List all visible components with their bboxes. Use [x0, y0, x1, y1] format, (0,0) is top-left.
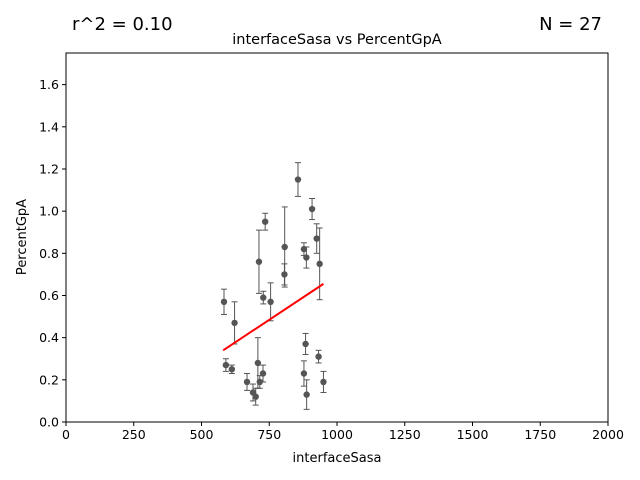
- x-axis-label: interfaceSasa: [293, 451, 382, 466]
- y-tick-label: 1.4: [39, 119, 59, 134]
- x-tick-label: 750: [257, 427, 281, 442]
- data-point: [260, 294, 267, 301]
- fit-line-group: [222, 283, 325, 352]
- data-point: [313, 235, 320, 242]
- y-tick-label: 0.6: [39, 288, 59, 303]
- data-point: [308, 205, 316, 213]
- data-point: [320, 378, 327, 386]
- data-point: [222, 361, 230, 369]
- y-axis-label: PercentGpA: [15, 199, 30, 275]
- data-point: [302, 340, 309, 348]
- data-point: [303, 254, 310, 261]
- data-point: [259, 370, 267, 377]
- axes: 0 250 500 750 1000 1250 1500 1750 2000 0.0 0.2 0.4 0…: [39, 77, 624, 442]
- data-point: [231, 319, 238, 327]
- regression-line: [222, 283, 325, 352]
- data-point: [303, 391, 310, 398]
- y-tick-label: 1.6: [39, 77, 59, 92]
- data-point: [267, 298, 274, 306]
- x-tick-label: 1250: [389, 427, 421, 442]
- x-tick-label: 2000: [592, 427, 624, 442]
- y-tick-label: 0.4: [39, 330, 59, 345]
- data-point: [243, 378, 251, 386]
- y-tick-label: 0.8: [39, 246, 59, 261]
- x-tick-label: 0: [62, 427, 70, 442]
- data-point: [294, 176, 302, 183]
- x-tick-label: 1000: [321, 427, 353, 442]
- sample-size-annotation: N = 27: [539, 14, 602, 35]
- x-tick-label: 1500: [457, 427, 489, 442]
- data-point: [281, 243, 288, 251]
- data-point: [255, 258, 263, 265]
- data-point: [252, 393, 259, 400]
- data-point: [220, 298, 228, 306]
- x-tick-label: 250: [122, 427, 146, 442]
- y-tick-label: 0.2: [39, 372, 59, 387]
- x-tick-label: 500: [190, 427, 214, 442]
- data-point: [315, 353, 322, 360]
- data-point: [256, 378, 263, 386]
- x-tick-label: 1750: [524, 427, 556, 442]
- y-tick-label: 1.2: [39, 161, 59, 176]
- chart-title: interfaceSasa vs PercentGpA: [232, 32, 442, 48]
- data-point: [261, 218, 269, 225]
- plot-frame: [65, 52, 609, 423]
- data-point: [300, 370, 308, 377]
- y-tick-label: 0.0: [39, 415, 59, 430]
- r-squared-annotation: r^2 = 0.10: [72, 14, 173, 35]
- data-point: [254, 359, 262, 367]
- data-point: [316, 260, 323, 268]
- data-point: [228, 366, 236, 373]
- data-point: [300, 245, 308, 253]
- data-marks: [220, 162, 327, 410]
- y-tick-label: 1.0: [39, 204, 59, 219]
